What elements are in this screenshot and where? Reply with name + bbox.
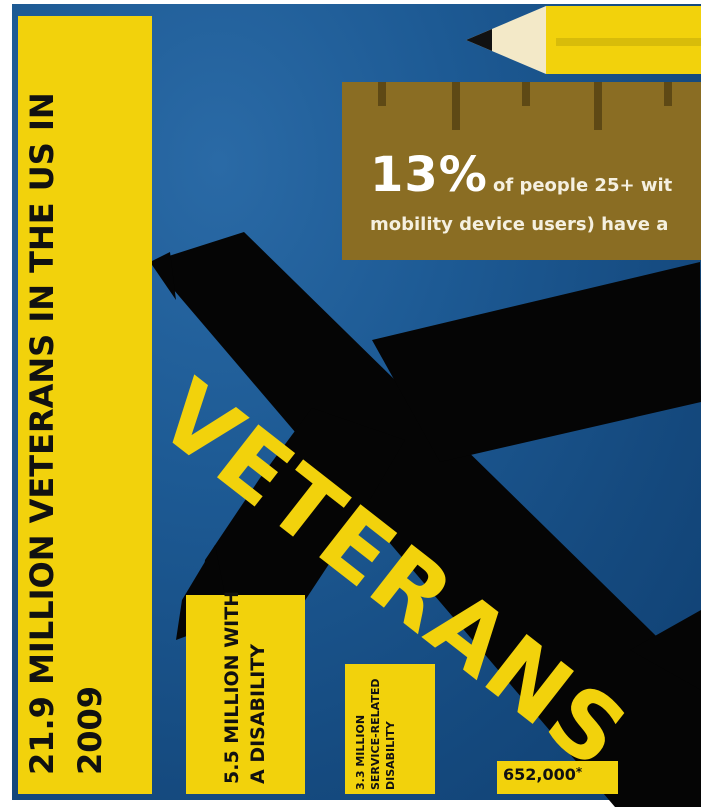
disability-label: 5.5 MILLION WITH A DISABILITY <box>221 590 269 784</box>
count-asterisk: * <box>575 765 583 779</box>
ruler-tick <box>522 82 530 106</box>
plane-fuselage <box>150 232 701 807</box>
plane-wing-right <box>372 262 701 462</box>
ruler-tick <box>594 82 602 130</box>
stat-text-2: mobility device users) have a <box>370 214 669 235</box>
count-bar <box>497 761 618 794</box>
ruler-tick <box>664 82 672 106</box>
stat-line-1: 13% of people 25+ wit <box>370 147 672 203</box>
plane-wing-left <box>196 408 405 640</box>
plane-nose <box>150 252 176 300</box>
total-veterans-bar <box>18 16 152 794</box>
count-label: 652,000* <box>503 765 582 784</box>
count-value: 652,000 <box>503 765 576 784</box>
pencil-lead <box>466 29 492 51</box>
disability-bar <box>186 595 305 794</box>
ruler-panel <box>342 82 701 260</box>
pencil-tip-wood <box>466 6 546 74</box>
service-disability-bar <box>345 664 435 794</box>
stat-number: 13% <box>370 147 488 203</box>
service-disability-label: 3.3 MILLION SERVICE-RELATED DISABILITY <box>354 678 397 790</box>
plane-tail-right <box>630 610 701 690</box>
stat-text-1: of people 25+ wit <box>492 175 673 196</box>
ruler-tick <box>452 82 460 130</box>
pencil-stripe <box>556 38 701 46</box>
ruler-tick <box>378 82 386 106</box>
total-veterans-label: 21.9 MILLION VETERANS IN THE US IN 2009 <box>23 92 109 775</box>
